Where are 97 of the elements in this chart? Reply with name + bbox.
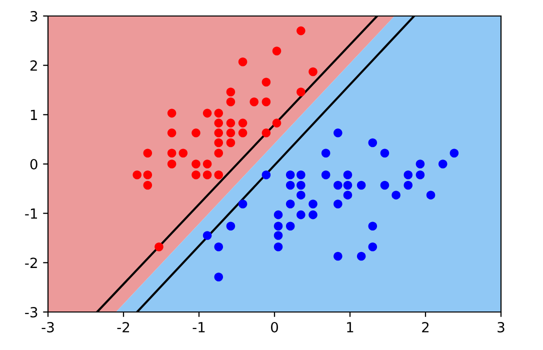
point (167, 148, 176, 158)
x-tick-label: -1 (192, 322, 205, 332)
point (226, 118, 236, 128)
point (392, 190, 400, 200)
point (214, 108, 224, 118)
y-tick-label: -1 (25, 208, 37, 219)
point (368, 242, 378, 252)
point (296, 170, 306, 180)
y-tick-label: 1 (30, 110, 37, 120)
point (404, 170, 413, 180)
point (167, 160, 176, 168)
point (272, 118, 282, 128)
point (154, 242, 164, 252)
point (274, 222, 283, 231)
point (202, 160, 212, 168)
point (368, 222, 378, 231)
point (214, 138, 224, 148)
point (214, 242, 224, 252)
point (132, 170, 142, 180)
point (226, 97, 236, 106)
point (202, 170, 212, 180)
point (356, 180, 366, 190)
point (296, 26, 306, 36)
point (296, 210, 306, 220)
y-tick-label: -3 (25, 306, 38, 318)
point (296, 88, 306, 96)
y-tick-label: 2 (30, 60, 37, 71)
point (226, 222, 236, 231)
point (296, 180, 306, 190)
point (202, 231, 212, 240)
point (192, 160, 200, 168)
x-tick-label: 0 (270, 322, 278, 332)
point (192, 170, 200, 180)
point (274, 210, 283, 220)
point (286, 180, 295, 190)
y-tick-label: -2 (25, 258, 37, 268)
y-tick-label: 0 (30, 158, 38, 170)
point (321, 170, 330, 180)
point (238, 118, 248, 128)
point (167, 128, 176, 138)
point (438, 160, 448, 168)
point (262, 128, 271, 138)
point (250, 97, 259, 106)
point (238, 57, 248, 66)
point (226, 138, 236, 148)
point (426, 190, 436, 200)
point (308, 210, 318, 220)
point (416, 160, 425, 168)
point (286, 170, 295, 180)
y-tick-label: 3 (30, 10, 38, 22)
point (343, 170, 352, 180)
point (214, 272, 224, 282)
point (274, 242, 283, 252)
point (343, 190, 352, 200)
point (226, 88, 236, 96)
point (262, 97, 271, 106)
point (308, 200, 318, 208)
point (404, 180, 413, 190)
point (192, 128, 200, 138)
point (178, 148, 188, 158)
point (321, 148, 330, 158)
point (143, 170, 152, 180)
point (450, 148, 459, 158)
point (262, 170, 271, 180)
point (274, 231, 283, 240)
point (380, 180, 390, 190)
point (238, 128, 248, 138)
point (143, 148, 152, 158)
x-tick-label: -2 (117, 322, 130, 332)
point (334, 180, 342, 190)
point (214, 128, 224, 138)
point (214, 118, 224, 128)
point (308, 67, 318, 76)
point (380, 148, 390, 158)
point (334, 200, 342, 208)
point (143, 180, 152, 190)
point (262, 78, 271, 86)
point (238, 200, 248, 208)
x-tick-label: 1 (347, 322, 354, 332)
point (334, 128, 342, 138)
x-tick-label: 2 (422, 322, 429, 332)
point (214, 148, 224, 158)
point (356, 252, 366, 261)
point (286, 222, 295, 231)
point (167, 108, 176, 118)
x-tick-label: 3 (498, 322, 504, 332)
point (343, 180, 352, 190)
x-tick-label: -3 (42, 322, 54, 332)
point (296, 190, 306, 200)
point (416, 170, 425, 180)
point (334, 252, 342, 261)
point (202, 108, 212, 118)
point (368, 138, 378, 148)
point (272, 46, 282, 56)
point (286, 200, 295, 208)
point (214, 170, 224, 180)
point (226, 128, 236, 138)
